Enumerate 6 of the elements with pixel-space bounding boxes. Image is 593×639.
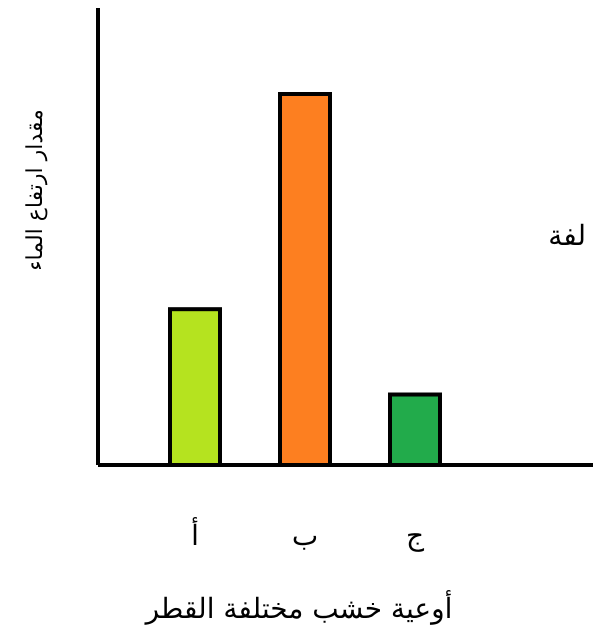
x-axis-title: أوعية خشب مختلفة القطر [144,590,452,625]
x-tick-label: ب [292,519,318,552]
x-tick-label: أ [191,517,199,552]
x-tick-label: ج [406,519,425,552]
y-axis-title: مقدار ارتفاع الماء [23,109,48,271]
text: لفة [548,219,586,252]
